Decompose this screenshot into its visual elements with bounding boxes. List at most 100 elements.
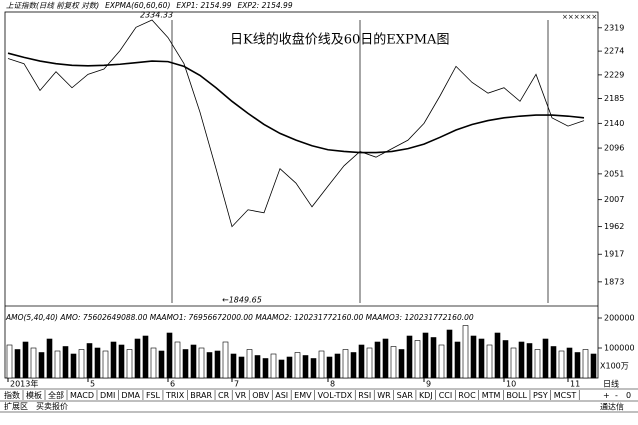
tab[interactable]: DMA <box>121 391 140 400</box>
tab[interactable]: CR <box>218 391 230 400</box>
x-tick-label: 5 <box>90 380 95 389</box>
volume-bar <box>574 352 581 379</box>
toolbar-right[interactable]: - <box>615 391 618 400</box>
volume-bar <box>486 344 493 379</box>
y-tick-label: 100000 <box>604 344 635 353</box>
y-tick-label: 2185 <box>604 94 624 103</box>
close-line <box>7 19 585 228</box>
tab[interactable]: 全部 <box>48 390 64 400</box>
volume-bar <box>430 337 437 379</box>
volume-bar <box>462 325 469 379</box>
volume-bar <box>374 341 381 379</box>
tab[interactable]: VOL-TDX <box>318 391 353 400</box>
tab[interactable]: 模板 <box>26 390 42 400</box>
x-tick-label: 9 <box>426 380 431 389</box>
x-tick-label: 10 <box>506 380 516 389</box>
volume-bar <box>326 356 333 379</box>
tab[interactable]: TRIX <box>165 391 185 400</box>
y-tick-label: 1873 <box>604 277 624 286</box>
x-tick-label: 2013年 <box>10 379 38 389</box>
volume-bar <box>30 347 37 379</box>
volume-bar <box>6 344 13 379</box>
tab[interactable]: EMV <box>294 391 312 400</box>
plot-frame <box>4 11 599 379</box>
volume-bar <box>174 341 181 379</box>
tab[interactable]: SAR <box>397 391 414 400</box>
volume-bar <box>398 349 405 379</box>
tab[interactable]: ASI <box>275 391 288 400</box>
volume-bar <box>534 349 541 379</box>
volume-bar <box>246 349 253 379</box>
tab[interactable]: WR <box>377 391 391 400</box>
volume-bar <box>126 349 133 379</box>
tab[interactable]: BOLL <box>506 391 527 400</box>
volume-bar <box>70 353 77 379</box>
volume-bar <box>350 352 357 379</box>
volume-bar <box>438 344 445 379</box>
volume-bar <box>550 346 557 379</box>
tab[interactable]: 指数 <box>4 390 20 400</box>
low-label: ←1849.65 <box>222 296 262 305</box>
high-label: 2334.33 <box>140 10 173 19</box>
volume-bar <box>366 347 373 379</box>
toolbar-right[interactable]: + <box>603 391 610 400</box>
volume-bar <box>414 340 421 379</box>
volume-bar <box>78 349 85 379</box>
tab[interactable]: CCI <box>439 391 453 400</box>
volume-bar <box>62 346 69 379</box>
tab[interactable]: PSY <box>533 391 548 400</box>
volume-bar <box>262 358 269 379</box>
tab[interactable]: MACD <box>70 391 94 400</box>
volume-bar <box>46 338 53 379</box>
volume-bar <box>142 335 149 379</box>
x-tick-label: 6 <box>170 380 175 389</box>
y-tick-label: 1917 <box>604 250 624 259</box>
y-tick-label: 2096 <box>604 144 624 153</box>
volume-bar <box>238 356 245 379</box>
status-tab[interactable]: 扩展区 <box>4 401 28 411</box>
x-tick-label: 11 <box>570 380 580 389</box>
tab[interactable]: OBV <box>252 391 270 400</box>
tab[interactable]: MTM <box>482 391 501 400</box>
tab[interactable]: RSI <box>358 391 371 400</box>
volume-bar <box>118 344 125 379</box>
x-tick-label: 8 <box>330 380 335 389</box>
tab[interactable]: KDJ <box>419 391 433 400</box>
volume-bar <box>190 344 197 379</box>
volume-bar <box>294 352 301 379</box>
volume-bar <box>478 338 485 379</box>
volume-bar <box>38 352 45 379</box>
chart-title: 日K线的收盘价线及60日的EXPMA图 <box>230 32 449 48</box>
y-tick-label: 2229 <box>604 70 624 79</box>
volume-bar <box>302 355 309 379</box>
volume-bar <box>542 338 549 379</box>
tab[interactable]: ROC <box>458 391 476 400</box>
status-tab[interactable]: 买卖报价 <box>36 401 68 411</box>
corner-mark: ×××××× <box>562 13 597 21</box>
volume-bar <box>406 335 413 379</box>
volume-bar <box>382 338 389 379</box>
y-tick-label: 2007 <box>604 195 624 204</box>
toolbar-right[interactable]: 日线 <box>603 379 619 389</box>
x-tick-label: 7 <box>234 380 239 389</box>
toolbar-right[interactable]: 0 <box>626 391 631 400</box>
volume-bar <box>470 335 477 379</box>
volume-bar <box>558 350 565 379</box>
tab[interactable]: VR <box>235 391 246 400</box>
volume-bar <box>502 340 509 379</box>
volume-bar <box>54 350 61 379</box>
expma-line <box>7 52 585 154</box>
tab[interactable]: BRAR <box>190 391 212 400</box>
tab[interactable]: DMI <box>100 391 115 400</box>
header-item: EXP2: 2154.99 <box>238 1 293 10</box>
volume-bar <box>158 350 165 379</box>
y-tick-label: 200000 <box>604 314 635 323</box>
volume-bar <box>590 353 597 379</box>
tab[interactable]: FSL <box>146 391 161 400</box>
volume-bar <box>222 341 229 379</box>
volume-bar <box>494 332 501 379</box>
y-tick-label: 2319 <box>604 23 624 32</box>
volume-bar <box>518 341 525 379</box>
tab[interactable]: MCST <box>554 391 577 400</box>
